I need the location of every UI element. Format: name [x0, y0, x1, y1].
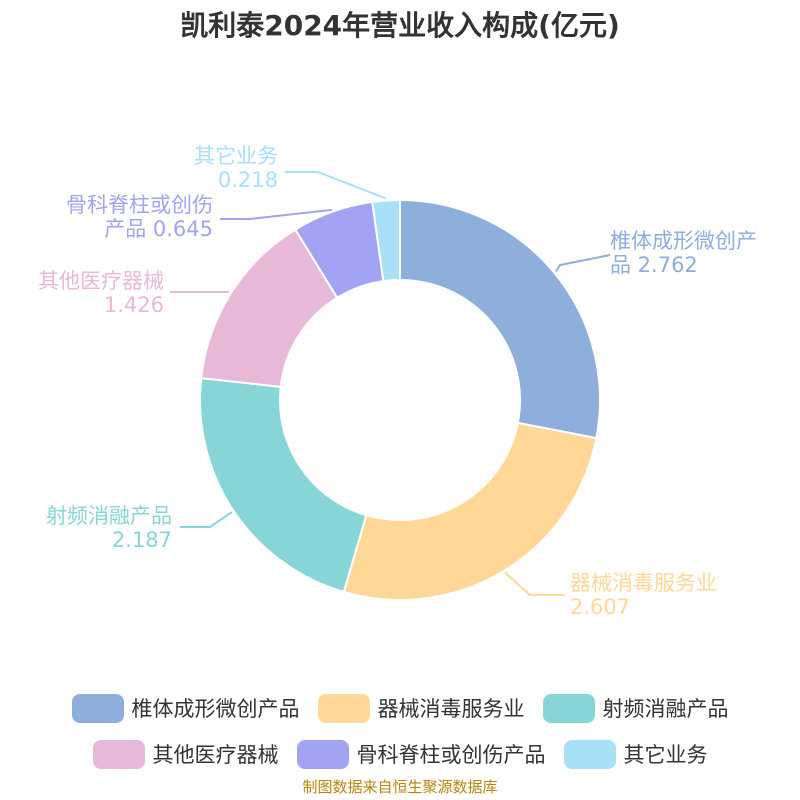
chart-title: 凯利泰2024年营业收入构成(亿元) [180, 9, 620, 42]
slice-label-4: 其他医疗器械 1.426 [38, 269, 164, 317]
slice-label-1: 椎体成形微创产品 2.762 [610, 229, 757, 277]
legend-row-1: 椎体成形微创产品 器械消毒服务业 射频消融产品 [0, 685, 800, 731]
legend-label: 其它业务 [623, 743, 708, 767]
slice-2[interactable] [342, 421, 598, 601]
slice-label-line: 1.426 [104, 293, 164, 317]
legend-item[interactable]: 器械消毒服务业 [317, 693, 525, 723]
legend-swatch [296, 739, 349, 769]
slice-6[interactable] [371, 198, 401, 283]
legend-label: 射频消融产品 [602, 697, 729, 721]
legend-label: 椎体成形微创产品 [131, 697, 300, 721]
slice-label-line: 2.187 [112, 528, 172, 552]
slice-label-line: 其他医疗器械 [38, 269, 164, 293]
legend: 椎体成形微创产品 器械消毒服务业 射频消融产品其他医疗器械 骨科脊柱或创伤产品 其它业务 [0, 685, 800, 777]
slice-label-line: 其它业务 [194, 144, 278, 168]
slice-label-line: 骨科脊柱或创伤 [66, 193, 213, 217]
source-note: 制图数据来自恒生聚源数据库 [302, 778, 498, 796]
legend-item[interactable]: 骨科脊柱或创伤产品 [296, 739, 546, 769]
leader-line-3 [180, 511, 233, 528]
leader-line-1 [555, 254, 611, 273]
slice-label-line: 器械消毒服务业 [570, 571, 717, 595]
leader-line-6 [285, 171, 387, 200]
slice-label-3: 射频消融产品 2.187 [46, 504, 172, 552]
slice-1[interactable] [399, 198, 601, 440]
slice-label-line: 品 2.762 [610, 253, 698, 277]
legend-label: 骨科脊柱或创伤产品 [356, 743, 546, 767]
slice-label-line: 射频消融产品 [46, 504, 172, 528]
slice-label-2: 器械消毒服务业 2.607 [570, 571, 717, 619]
slice-label-line: 产品 0.645 [104, 217, 213, 241]
slice-label-line: 0.218 [218, 168, 278, 192]
legend-swatch [317, 693, 370, 723]
slice-label-line: 2.607 [570, 595, 630, 619]
legend-swatch [563, 739, 616, 769]
legend-item[interactable]: 椎体成形微创产品 [71, 693, 300, 723]
legend-row-2: 其他医疗器械 骨科脊柱或创伤产品 其它业务 [0, 731, 800, 777]
slice-3[interactable] [199, 376, 368, 594]
slice-label-6: 其它业务 0.218 [194, 144, 278, 192]
legend-swatch [71, 693, 124, 723]
legend-item[interactable]: 其他医疗器械 [92, 739, 279, 769]
slice-label-line: 椎体成形微创产 [610, 229, 757, 253]
legend-label: 器械消毒服务业 [377, 697, 525, 721]
leader-line-5 [220, 208, 332, 220]
legend-swatch [92, 739, 145, 769]
legend-swatch [542, 693, 595, 723]
leader-line-2 [504, 571, 565, 596]
legend-item[interactable]: 射频消融产品 [542, 693, 729, 723]
legend-item[interactable]: 其它业务 [563, 739, 708, 769]
slice-label-5: 骨科脊柱或创伤产品 0.645 [66, 193, 213, 241]
legend-label: 其他医疗器械 [152, 743, 279, 767]
